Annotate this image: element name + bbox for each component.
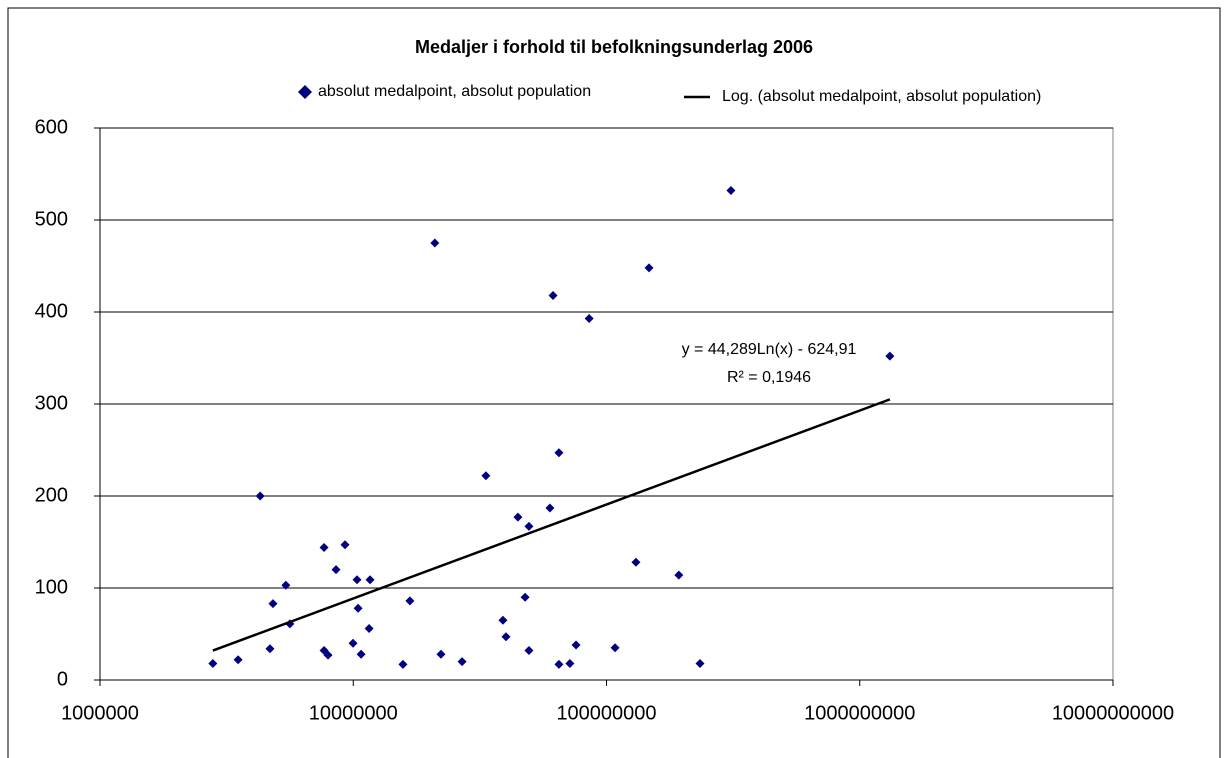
scatter-point xyxy=(352,575,362,585)
chart-title: Medaljer i forhold til befolkningsunderl… xyxy=(415,37,813,57)
legend-label: Log. (absolut medalpoint, absolut popula… xyxy=(722,88,1041,105)
scatter-point xyxy=(726,186,736,196)
scatter-point xyxy=(545,503,555,513)
scatter-point xyxy=(885,351,895,361)
scatter-point xyxy=(233,655,243,665)
scatter-point xyxy=(319,543,329,553)
scatter-point xyxy=(281,580,291,590)
scatter-point xyxy=(631,557,641,567)
trend-annotation: R² = 0,1946 xyxy=(727,369,811,386)
y-tick-label: 100 xyxy=(35,576,68,598)
scatter-point xyxy=(356,649,366,659)
y-tick-label: 200 xyxy=(35,484,68,506)
scatter-point xyxy=(571,640,581,650)
scatter-point xyxy=(498,615,508,625)
scatter-point xyxy=(208,658,218,668)
legend-label: absolut medalpoint, absolut population xyxy=(318,83,591,100)
scatter-point xyxy=(353,603,363,613)
scatter-point xyxy=(610,643,620,653)
scatter-point xyxy=(323,650,333,660)
y-tick-label: 400 xyxy=(35,300,68,322)
scatter-point xyxy=(554,659,564,669)
scatter-point xyxy=(513,512,523,522)
scatter-point xyxy=(565,658,575,668)
trend-line xyxy=(212,398,891,652)
scatter-point xyxy=(501,632,511,642)
scatter-point xyxy=(405,596,415,606)
legend-swatch xyxy=(298,85,312,99)
y-tick-label: 0 xyxy=(57,668,68,690)
scatter-point xyxy=(265,644,275,654)
scatter-point xyxy=(436,649,446,659)
scatter-point xyxy=(524,646,534,656)
scatter-point xyxy=(255,491,265,501)
scatter-point xyxy=(584,313,594,323)
scatter-point xyxy=(520,592,530,602)
x-tick-label: 100000000 xyxy=(556,702,656,724)
x-tick-label: 10000000 xyxy=(309,702,398,724)
scatter-point xyxy=(644,263,654,273)
scatter-point xyxy=(481,471,491,481)
y-tick-label: 300 xyxy=(35,392,68,414)
scatter-point xyxy=(340,540,350,550)
scatter-point xyxy=(554,448,564,458)
x-tick-label: 10000000000 xyxy=(1052,702,1174,724)
scatter-point xyxy=(268,599,278,609)
x-tick-label: 1000000000 xyxy=(804,702,915,724)
scatter-point xyxy=(457,657,467,667)
scatter-point xyxy=(398,659,408,669)
x-tick-label: 1000000 xyxy=(61,702,139,724)
scatter-point xyxy=(364,623,374,633)
scatter-point xyxy=(365,575,375,585)
scatter-point xyxy=(524,521,534,531)
scatter-point xyxy=(331,565,341,575)
y-tick-label: 500 xyxy=(35,208,68,230)
y-tick-label: 600 xyxy=(35,116,68,138)
scatter-point xyxy=(430,238,440,248)
chart-frame xyxy=(7,7,1221,758)
scatter-point xyxy=(695,658,705,668)
scatter-point xyxy=(348,638,358,648)
scatter-point xyxy=(548,290,558,300)
scatter-point xyxy=(674,570,684,580)
trend-annotation: y = 44,289Ln(x) - 624,91 xyxy=(682,341,857,358)
